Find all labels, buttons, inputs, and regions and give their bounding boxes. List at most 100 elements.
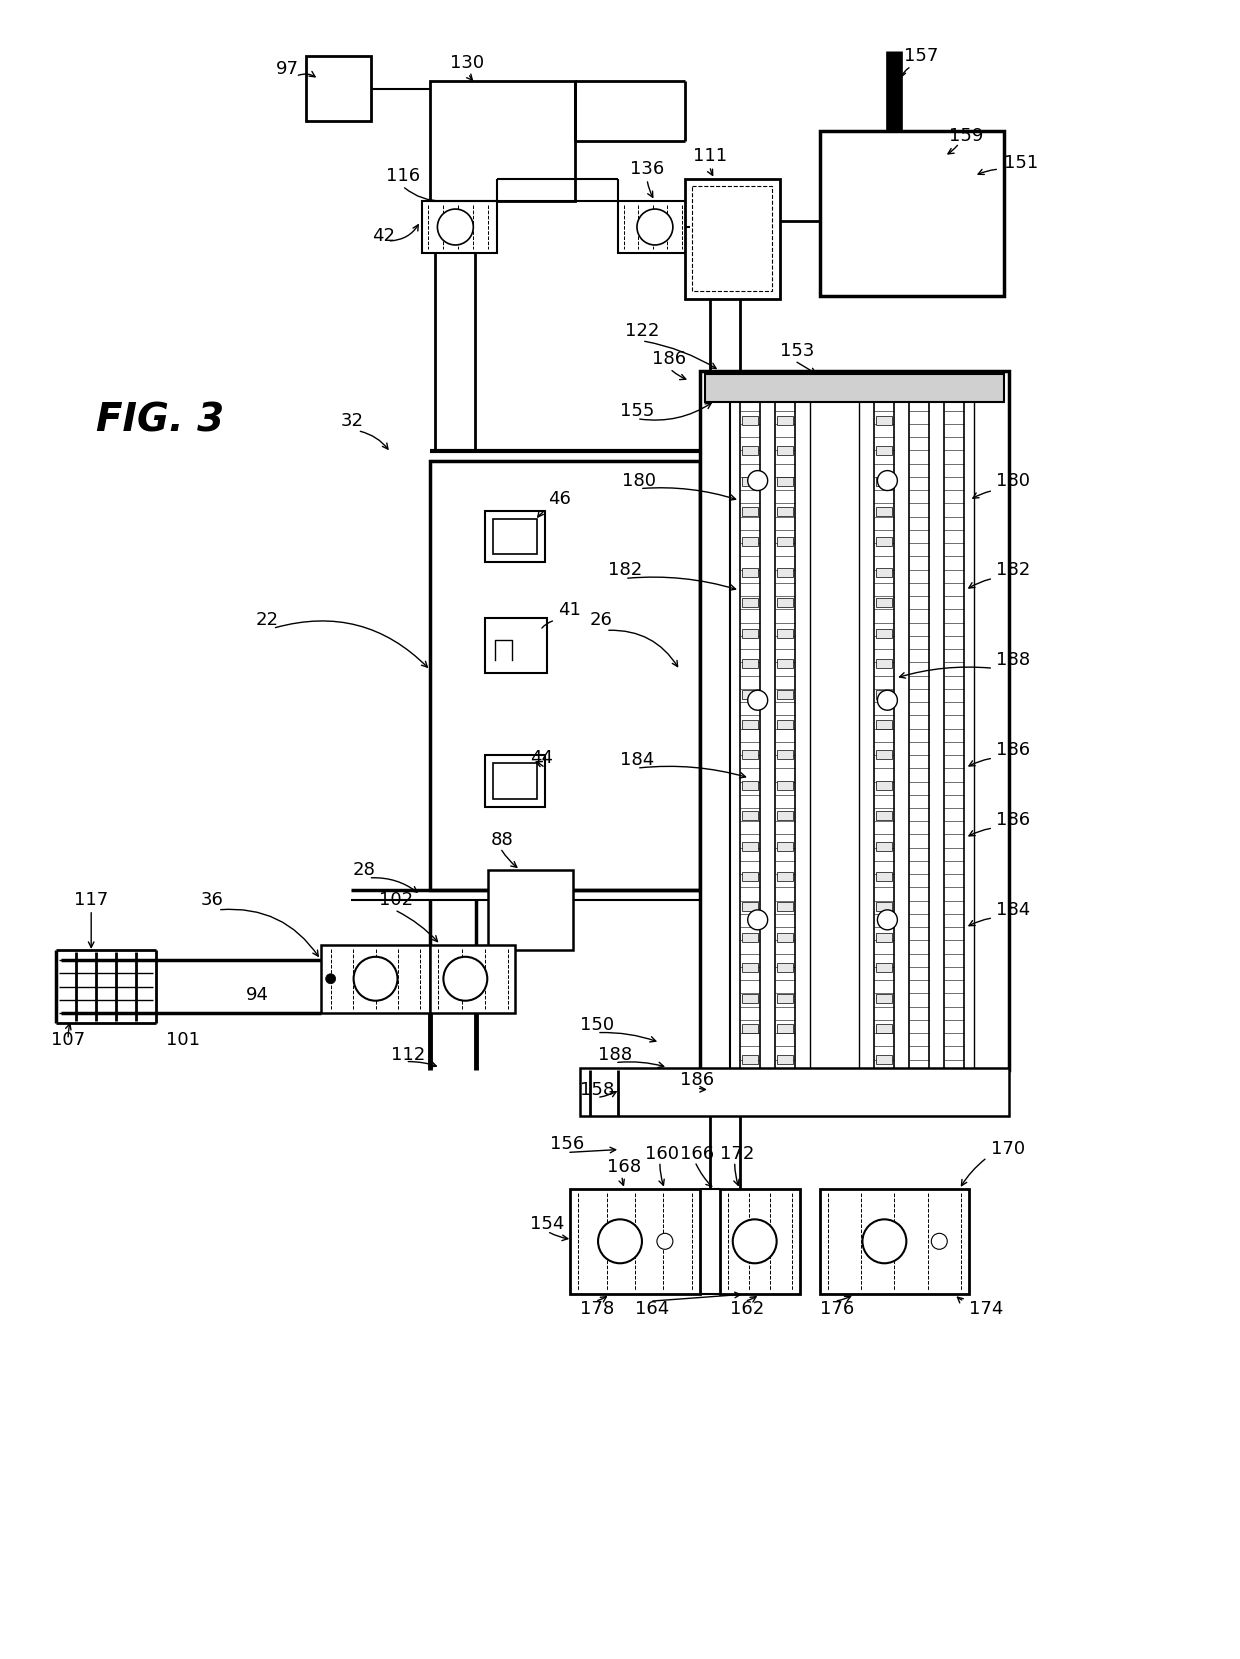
Bar [877, 567, 893, 577]
Circle shape [438, 209, 474, 246]
Bar [877, 750, 893, 760]
Text: 101: 101 [166, 1030, 200, 1048]
Circle shape [326, 974, 336, 984]
Circle shape [878, 471, 898, 491]
Bar [692, 186, 771, 290]
Text: 157: 157 [904, 48, 939, 65]
Bar [820, 131, 1004, 295]
Text: 122: 122 [625, 322, 660, 340]
Circle shape [444, 957, 487, 1000]
Bar [430, 946, 516, 1012]
Bar [877, 873, 893, 881]
Bar [699, 370, 1009, 1070]
Bar [776, 508, 792, 516]
Text: 180: 180 [996, 471, 1030, 489]
Bar [877, 841, 893, 851]
Text: 42: 42 [372, 227, 396, 246]
Bar [485, 511, 546, 562]
Bar [877, 994, 893, 1002]
Bar [776, 629, 792, 637]
Bar [776, 720, 792, 728]
Bar [742, 781, 758, 790]
Bar [776, 932, 792, 942]
Bar [321, 946, 430, 1012]
Text: 180: 180 [622, 471, 656, 489]
Bar [776, 599, 792, 607]
Text: 182: 182 [996, 561, 1030, 579]
Bar [494, 763, 537, 800]
Text: 159: 159 [950, 128, 983, 146]
Text: 186: 186 [996, 742, 1030, 760]
Text: 151: 151 [1004, 154, 1038, 173]
Bar [423, 201, 497, 252]
Circle shape [748, 909, 768, 929]
Text: 172: 172 [719, 1145, 754, 1163]
Bar [580, 1068, 1009, 1115]
Text: 107: 107 [51, 1030, 86, 1048]
Text: 156: 156 [551, 1135, 584, 1153]
Circle shape [748, 471, 768, 491]
Text: 166: 166 [680, 1145, 714, 1163]
Bar [742, 567, 758, 577]
Text: 112: 112 [391, 1045, 425, 1063]
Bar [877, 659, 893, 669]
Bar [306, 56, 371, 121]
Bar [742, 690, 758, 698]
Bar [742, 932, 758, 942]
Bar [776, 841, 792, 851]
Text: 154: 154 [531, 1216, 564, 1233]
Text: 136: 136 [630, 161, 665, 178]
Text: 155: 155 [620, 401, 655, 420]
Circle shape [878, 690, 898, 710]
Text: 174: 174 [970, 1301, 1003, 1319]
Bar [776, 567, 792, 577]
Bar [776, 1055, 792, 1063]
Bar [742, 416, 758, 425]
Bar [489, 869, 573, 951]
Bar [618, 201, 689, 252]
Bar [742, 1055, 758, 1063]
Text: 94: 94 [246, 985, 269, 1004]
Bar [742, 629, 758, 637]
Text: 186: 186 [996, 811, 1030, 830]
Bar [877, 446, 893, 455]
Text: 22: 22 [255, 612, 279, 629]
Bar [742, 446, 758, 455]
Bar [742, 902, 758, 911]
Bar [877, 964, 893, 972]
Bar [742, 964, 758, 972]
Text: 26: 26 [590, 612, 613, 629]
Text: 97: 97 [275, 60, 299, 78]
Text: 170: 170 [991, 1140, 1025, 1158]
Bar [877, 720, 893, 728]
Bar [776, 416, 792, 425]
Bar [776, 659, 792, 669]
Text: 111: 111 [693, 148, 727, 166]
Bar [742, 994, 758, 1002]
Bar [742, 599, 758, 607]
Bar [776, 994, 792, 1002]
Bar [776, 781, 792, 790]
Text: 162: 162 [730, 1301, 764, 1319]
Bar [485, 619, 547, 674]
Circle shape [598, 1219, 642, 1262]
Bar [877, 599, 893, 607]
Text: 188: 188 [996, 652, 1030, 669]
Text: 117: 117 [74, 891, 108, 909]
Bar [820, 1190, 970, 1294]
Text: 158: 158 [580, 1080, 614, 1098]
Bar [877, 811, 893, 820]
Bar [742, 811, 758, 820]
Text: 164: 164 [635, 1301, 670, 1319]
Text: 88: 88 [490, 831, 513, 849]
Bar [742, 659, 758, 669]
Bar [776, 690, 792, 698]
Circle shape [878, 909, 898, 929]
Bar [430, 81, 575, 201]
Bar [742, 1024, 758, 1034]
Text: FIG. 3: FIG. 3 [97, 401, 224, 440]
Text: 102: 102 [378, 891, 413, 909]
Text: 186: 186 [680, 1070, 714, 1088]
Circle shape [748, 690, 768, 710]
Bar [430, 461, 699, 889]
